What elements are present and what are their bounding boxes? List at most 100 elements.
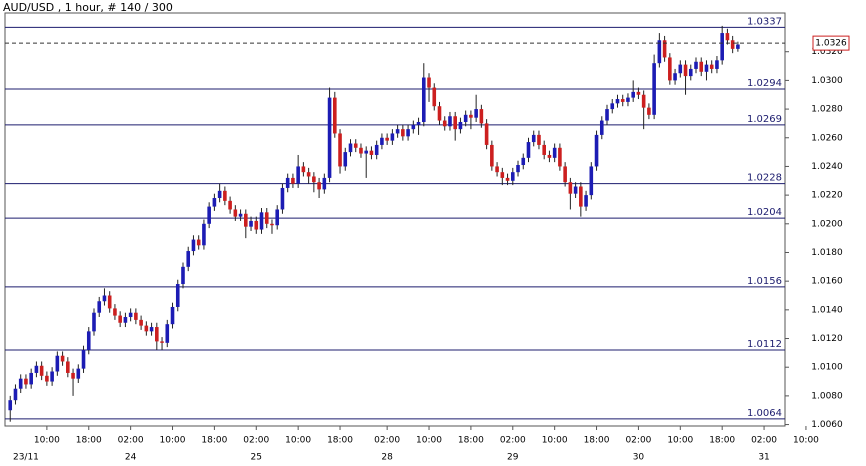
candle-body [605, 109, 609, 121]
candle-body [81, 349, 86, 369]
date-label: 29 [507, 453, 519, 463]
x-tick-label: 10:00 [34, 436, 60, 446]
x-tick-label: 02:00 [500, 436, 526, 446]
candle-body [217, 190, 222, 198]
x-tick-label: 10:00 [160, 436, 186, 446]
x-tick-label: 02:00 [751, 436, 777, 446]
candle-body [380, 137, 384, 145]
plot-frame [4, 12, 786, 427]
x-tick-label: 18:00 [709, 436, 735, 446]
candle-body [348, 143, 353, 153]
y-tick-label: 1.0240 [811, 162, 843, 172]
candle-body [212, 197, 217, 207]
candle-body [285, 177, 290, 188]
candle-body [552, 147, 557, 158]
candle-body [191, 239, 196, 252]
candle-body [60, 355, 65, 362]
candle-body [223, 190, 227, 201]
x-tick-label: 18:00 [584, 436, 610, 446]
candle-body [500, 172, 505, 178]
candle-body [641, 94, 646, 108]
candle-body [186, 251, 191, 267]
candle-body [244, 213, 248, 227]
candle-body [301, 166, 306, 173]
candle-body [327, 97, 332, 178]
candle-body [662, 40, 667, 58]
candle-body [181, 266, 185, 285]
level-label: 1.0228 [747, 173, 782, 184]
candle-body [610, 103, 615, 110]
candle-body [490, 144, 494, 167]
candle-body [673, 73, 677, 81]
candle-body [359, 147, 363, 154]
candle-body [66, 361, 70, 373]
candle-body [97, 301, 102, 313]
level-label: 1.0337 [747, 16, 782, 27]
candle-body [495, 166, 499, 173]
candle-body [720, 33, 724, 61]
candle-body [18, 378, 23, 389]
candle-body [510, 172, 515, 181]
x-tick-label: 18:00 [76, 436, 102, 446]
candle-body [155, 327, 159, 342]
candle-body [306, 172, 311, 177]
candle-body [160, 341, 164, 343]
y-tick-label: 1.0100 [811, 363, 843, 373]
candle-body [233, 209, 238, 217]
candle-body [312, 176, 316, 183]
candle-body [594, 134, 599, 167]
candle-body [139, 319, 143, 326]
candle-body [45, 375, 49, 382]
candle-body [332, 97, 337, 134]
candle-body [406, 129, 410, 137]
candle-body [296, 166, 300, 184]
candle-body [401, 129, 405, 137]
candle-body [8, 400, 13, 411]
candle-body [411, 124, 416, 130]
candle-body [102, 295, 107, 302]
candle-body [547, 154, 552, 158]
candle-body [353, 143, 358, 148]
candle-body [589, 166, 594, 196]
last-price-box [812, 35, 850, 51]
y-tick-label: 1.0260 [811, 133, 843, 143]
candle-body [421, 77, 426, 122]
candle-body [558, 147, 562, 167]
y-tick-label: 1.0140 [811, 305, 843, 315]
candle-body [479, 109, 484, 124]
candle-body [584, 195, 588, 207]
x-tick-label: 10:00 [667, 436, 693, 446]
y-tick-label: 1.0220 [811, 191, 843, 201]
candle-body [39, 365, 44, 376]
candle-body [688, 68, 693, 77]
candle-body [526, 142, 531, 158]
y-tick-label: 1.0180 [811, 248, 843, 258]
candle-body [128, 312, 133, 318]
candle-body [29, 372, 33, 385]
candle-body [92, 312, 96, 332]
candle-body [736, 44, 740, 49]
candle-body [599, 120, 604, 135]
candle-body [730, 40, 735, 49]
date-label: 23/11 [13, 453, 39, 463]
x-tick-label: 02:00 [243, 436, 269, 446]
candle-body [175, 284, 180, 307]
candle-body [249, 220, 253, 227]
last-price-label: 1.0326 [815, 39, 847, 49]
candle-body [207, 206, 211, 224]
y-tick-label: 1.0080 [811, 391, 843, 401]
date-label: 30 [633, 453, 645, 463]
candle-body [573, 186, 578, 194]
candle-body [563, 166, 567, 183]
date-label: 24 [125, 453, 137, 463]
chart-title: AUD/USD , 1 hour, # 140 / 300 [3, 1, 173, 14]
x-tick-label: 10:00 [793, 436, 819, 446]
candle-body [636, 91, 641, 95]
candle-body [338, 133, 342, 167]
candle-body [568, 182, 573, 194]
date-label: 28 [381, 453, 393, 463]
candle-body [123, 317, 128, 323]
candle-body [390, 133, 395, 141]
